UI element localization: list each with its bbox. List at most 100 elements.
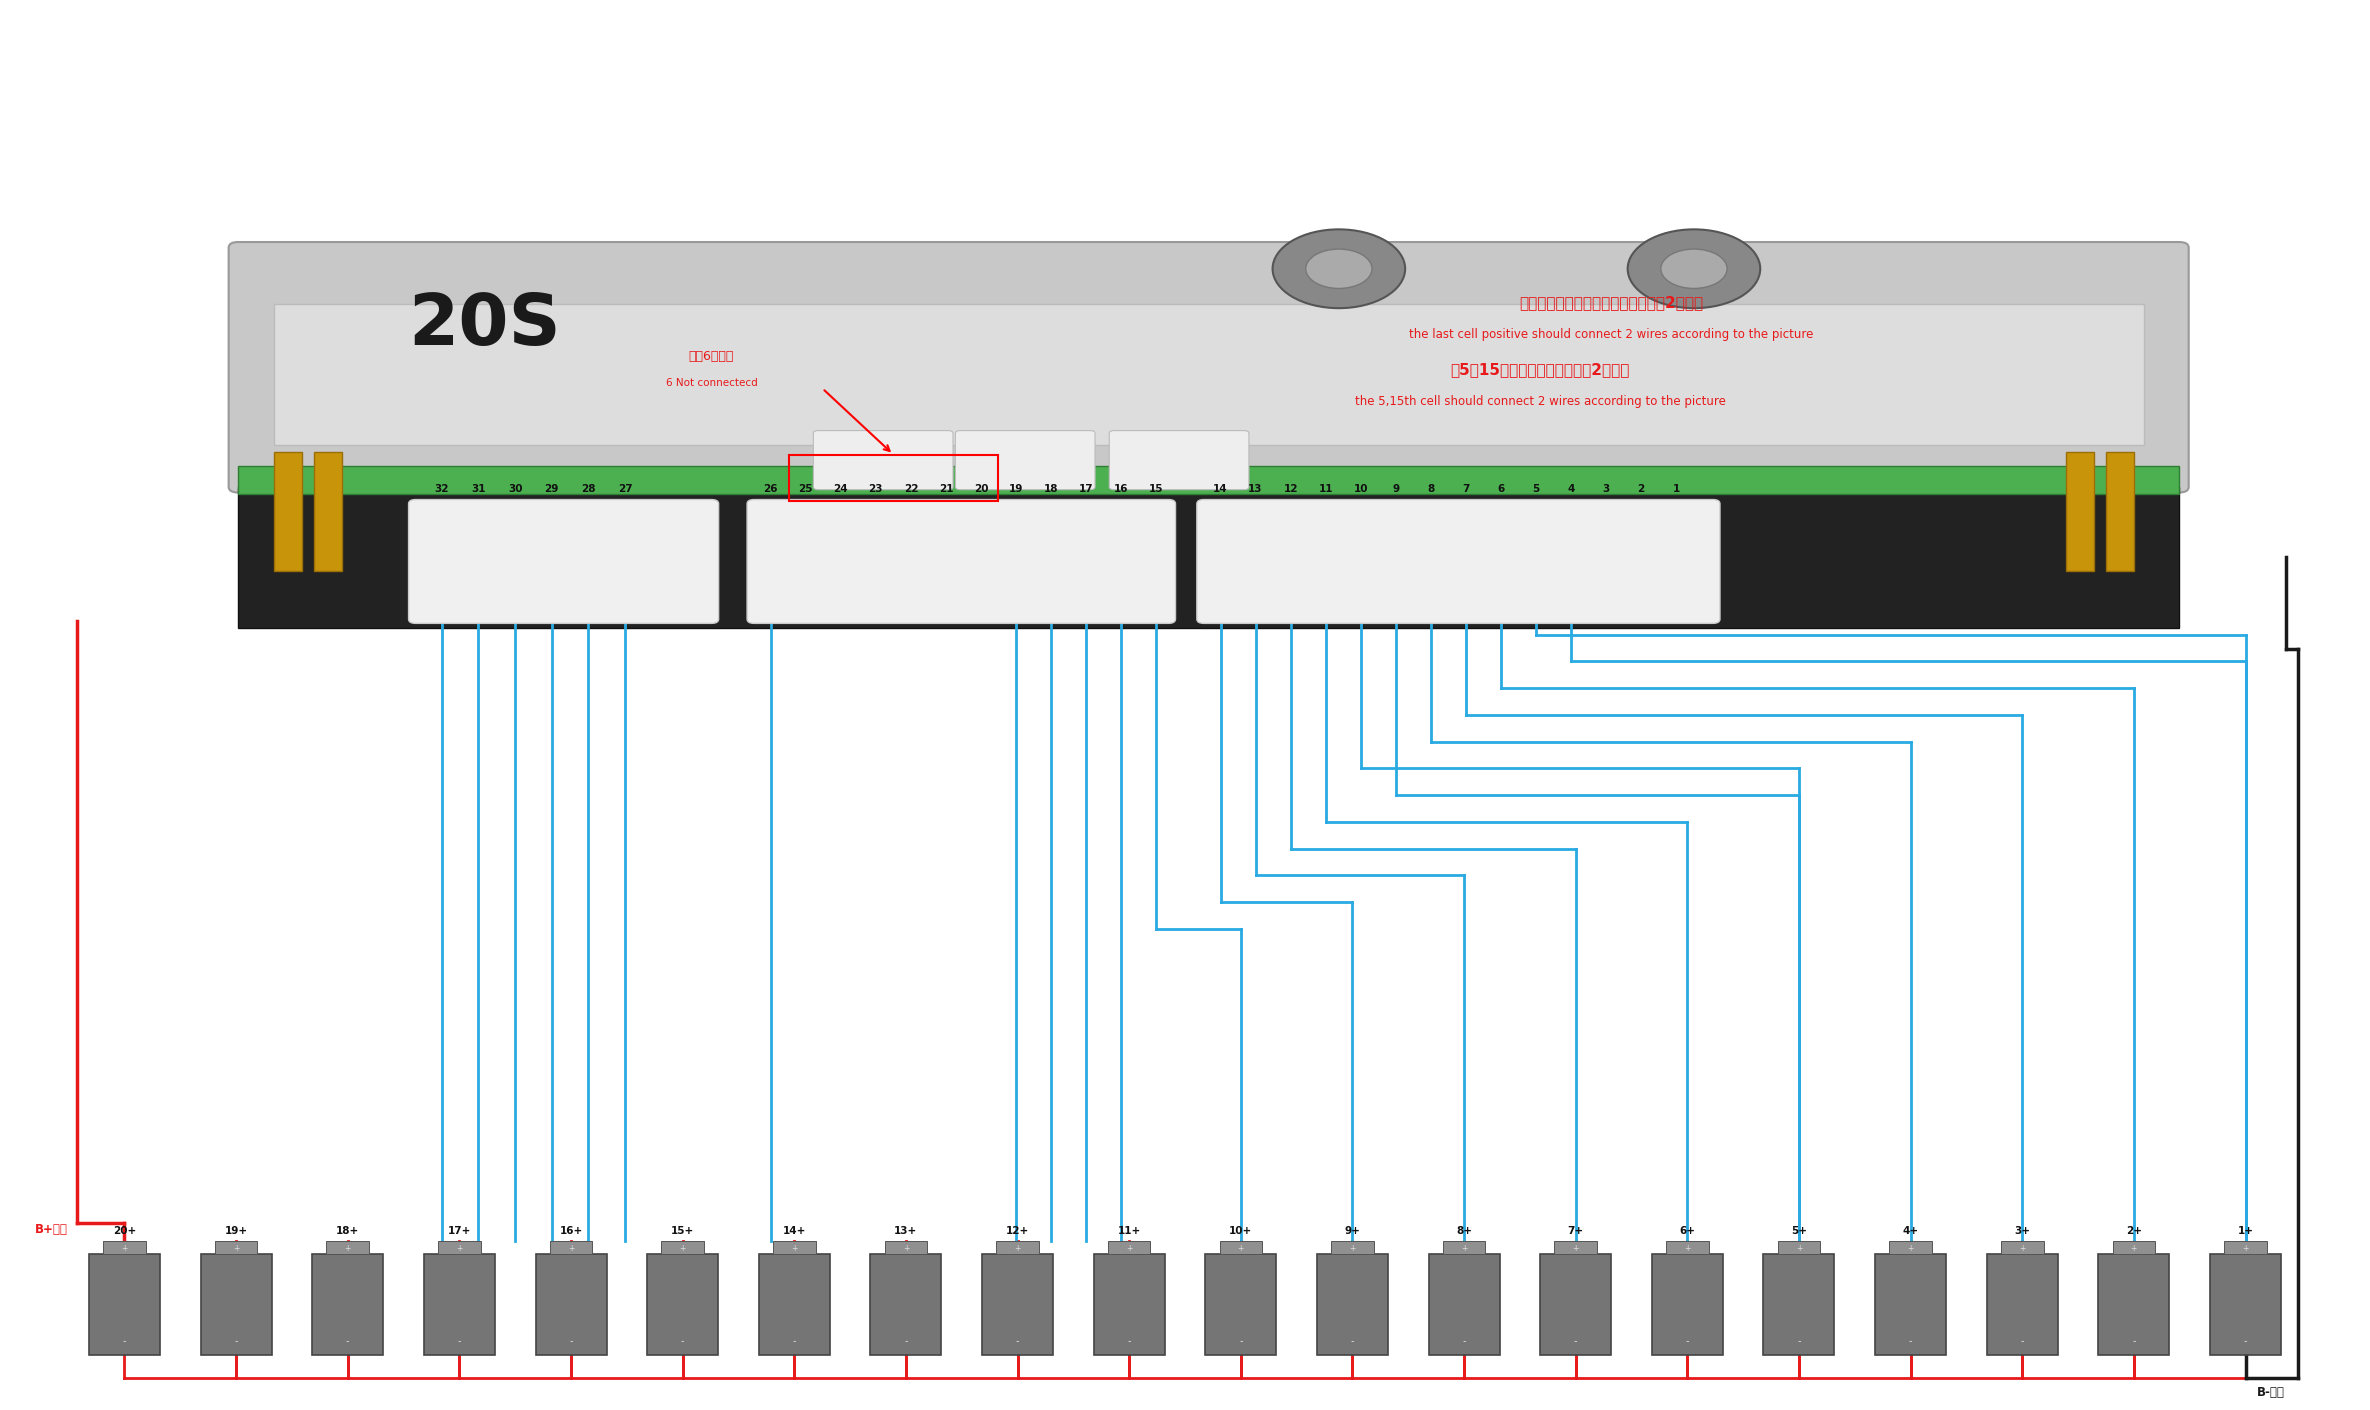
Bar xyxy=(995,1241,1038,1253)
Text: 11+: 11+ xyxy=(1119,1225,1140,1235)
Text: -: - xyxy=(123,1337,126,1347)
FancyBboxPatch shape xyxy=(747,499,1176,623)
Text: 5+: 5+ xyxy=(1792,1225,1806,1235)
Text: 21: 21 xyxy=(939,484,953,494)
Text: 4+: 4+ xyxy=(1903,1225,1920,1235)
Bar xyxy=(1875,1253,1946,1355)
Text: B-总负: B-总负 xyxy=(2256,1386,2285,1399)
Bar xyxy=(1107,1241,1149,1253)
Text: 20+: 20+ xyxy=(114,1225,135,1235)
Text: 2: 2 xyxy=(1638,484,1645,494)
Text: +: + xyxy=(1685,1244,1690,1252)
Text: -: - xyxy=(2022,1337,2024,1347)
Text: 30: 30 xyxy=(507,484,521,494)
Text: -: - xyxy=(905,1337,908,1347)
Bar xyxy=(438,1241,481,1253)
Text: -: - xyxy=(792,1337,796,1347)
Text: 7+: 7+ xyxy=(1567,1225,1583,1235)
Text: +: + xyxy=(344,1244,351,1252)
Bar xyxy=(1889,1241,1932,1253)
Text: 2+: 2+ xyxy=(2126,1225,2142,1235)
Text: 5: 5 xyxy=(1531,484,1540,494)
Text: -: - xyxy=(1240,1337,1242,1347)
Text: 4: 4 xyxy=(1567,484,1574,494)
Bar xyxy=(1763,1253,1834,1355)
Text: 最后一串电池总正极上要接如图对应2条排线: 最后一串电池总正极上要接如图对应2条排线 xyxy=(1519,295,1704,310)
Text: -: - xyxy=(680,1337,685,1347)
Text: 27: 27 xyxy=(619,484,633,494)
Text: 17+: 17+ xyxy=(448,1225,472,1235)
Text: 1: 1 xyxy=(1673,484,1680,494)
Text: +: + xyxy=(1908,1244,1915,1252)
Text: -: - xyxy=(2244,1337,2247,1347)
Text: +: + xyxy=(1126,1244,1133,1252)
Text: 7: 7 xyxy=(1462,484,1469,494)
Text: +: + xyxy=(1349,1244,1356,1252)
Text: +: + xyxy=(903,1244,910,1252)
Bar xyxy=(2107,451,2135,571)
Bar xyxy=(884,1241,927,1253)
Text: -: - xyxy=(1796,1337,1801,1347)
Text: 15: 15 xyxy=(1149,484,1164,494)
Text: 28: 28 xyxy=(581,484,595,494)
Bar xyxy=(647,1253,718,1355)
Bar xyxy=(90,1253,161,1355)
Bar xyxy=(2223,1241,2266,1253)
Bar xyxy=(313,1253,384,1355)
Bar xyxy=(1555,1241,1597,1253)
Bar xyxy=(2000,1241,2043,1253)
Bar xyxy=(1221,1241,1263,1253)
Bar xyxy=(2209,1253,2280,1355)
Text: 14: 14 xyxy=(1213,484,1228,494)
Text: -: - xyxy=(1574,1337,1578,1347)
Text: the last cell positive should connect 2 wires according to the picture: the last cell positive should connect 2 … xyxy=(1408,327,1813,341)
Bar xyxy=(273,451,301,571)
FancyBboxPatch shape xyxy=(408,499,718,623)
Text: 16: 16 xyxy=(1114,484,1128,494)
Text: 23: 23 xyxy=(867,484,884,494)
Text: 3+: 3+ xyxy=(2014,1225,2031,1235)
Text: 31: 31 xyxy=(472,484,486,494)
Bar xyxy=(424,1253,495,1355)
Text: 3: 3 xyxy=(1602,484,1609,494)
Bar xyxy=(273,305,2145,444)
Text: +: + xyxy=(1014,1244,1021,1252)
Circle shape xyxy=(1661,250,1728,289)
FancyBboxPatch shape xyxy=(813,430,953,489)
Text: +: + xyxy=(680,1244,685,1252)
Bar xyxy=(1429,1253,1500,1355)
Bar xyxy=(1986,1253,2057,1355)
Text: +: + xyxy=(1796,1244,1801,1252)
Text: 1+: 1+ xyxy=(2237,1225,2254,1235)
Bar xyxy=(237,465,2180,493)
Bar xyxy=(216,1241,258,1253)
FancyBboxPatch shape xyxy=(1109,430,1249,489)
Text: -: - xyxy=(1351,1337,1353,1347)
Text: 18+: 18+ xyxy=(337,1225,360,1235)
Bar xyxy=(327,1241,370,1253)
Bar xyxy=(313,451,341,571)
Bar xyxy=(1443,1241,1486,1253)
Text: 20S: 20S xyxy=(408,290,562,360)
Text: 13+: 13+ xyxy=(893,1225,917,1235)
Bar xyxy=(2112,1241,2154,1253)
Text: 8+: 8+ xyxy=(1455,1225,1472,1235)
Bar xyxy=(1318,1253,1389,1355)
Text: -: - xyxy=(346,1337,348,1347)
Text: -: - xyxy=(1685,1337,1690,1347)
Text: 19: 19 xyxy=(1010,484,1024,494)
Bar xyxy=(758,1253,829,1355)
Bar xyxy=(661,1241,704,1253)
Text: +: + xyxy=(2131,1244,2138,1252)
Text: 10+: 10+ xyxy=(1230,1225,1251,1235)
Text: +: + xyxy=(1237,1244,1244,1252)
Text: +: + xyxy=(792,1244,796,1252)
Bar xyxy=(1332,1241,1375,1253)
FancyBboxPatch shape xyxy=(228,243,2190,492)
Bar xyxy=(1652,1253,1723,1355)
Text: 18: 18 xyxy=(1043,484,1059,494)
Text: +: + xyxy=(1460,1244,1467,1252)
Bar xyxy=(2097,1253,2169,1355)
Bar xyxy=(773,1241,815,1253)
Bar xyxy=(2067,451,2095,571)
